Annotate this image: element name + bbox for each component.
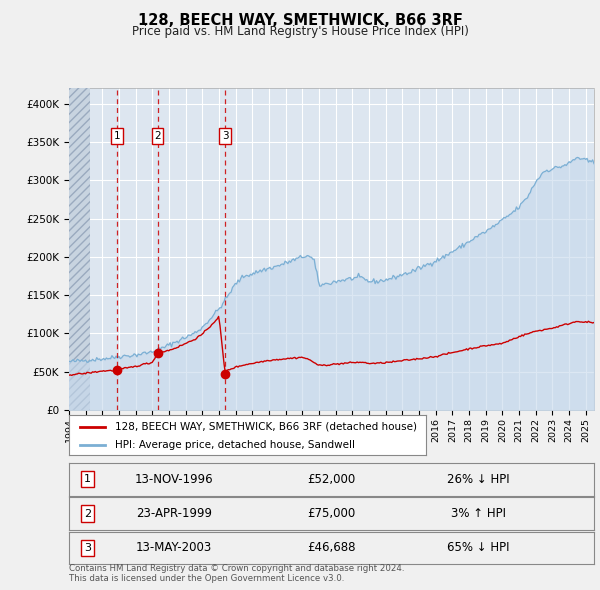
Text: £46,688: £46,688 (307, 541, 356, 555)
Text: 3: 3 (84, 543, 91, 553)
Text: 13-MAY-2003: 13-MAY-2003 (136, 541, 212, 555)
Text: 128, BEECH WAY, SMETHWICK, B66 3RF (detached house): 128, BEECH WAY, SMETHWICK, B66 3RF (deta… (115, 422, 418, 432)
Text: 65% ↓ HPI: 65% ↓ HPI (447, 541, 510, 555)
Text: 3% ↑ HPI: 3% ↑ HPI (451, 507, 506, 520)
Text: 2: 2 (84, 509, 91, 519)
Text: Price paid vs. HM Land Registry's House Price Index (HPI): Price paid vs. HM Land Registry's House … (131, 25, 469, 38)
Bar (69, 88, 90, 410)
Text: 128, BEECH WAY, SMETHWICK, B66 3RF: 128, BEECH WAY, SMETHWICK, B66 3RF (137, 13, 463, 28)
Text: 1: 1 (84, 474, 91, 484)
Bar (69, 88, 90, 410)
Text: 3: 3 (222, 131, 229, 141)
Text: HPI: Average price, detached house, Sandwell: HPI: Average price, detached house, Sand… (115, 441, 355, 450)
Text: 2: 2 (154, 131, 161, 141)
Text: 1: 1 (113, 131, 120, 141)
Text: £75,000: £75,000 (307, 507, 356, 520)
Text: 23-APR-1999: 23-APR-1999 (136, 507, 212, 520)
Text: 26% ↓ HPI: 26% ↓ HPI (447, 473, 510, 486)
Text: 13-NOV-1996: 13-NOV-1996 (134, 473, 214, 486)
Text: Contains HM Land Registry data © Crown copyright and database right 2024.
This d: Contains HM Land Registry data © Crown c… (69, 563, 404, 583)
Text: £52,000: £52,000 (307, 473, 356, 486)
